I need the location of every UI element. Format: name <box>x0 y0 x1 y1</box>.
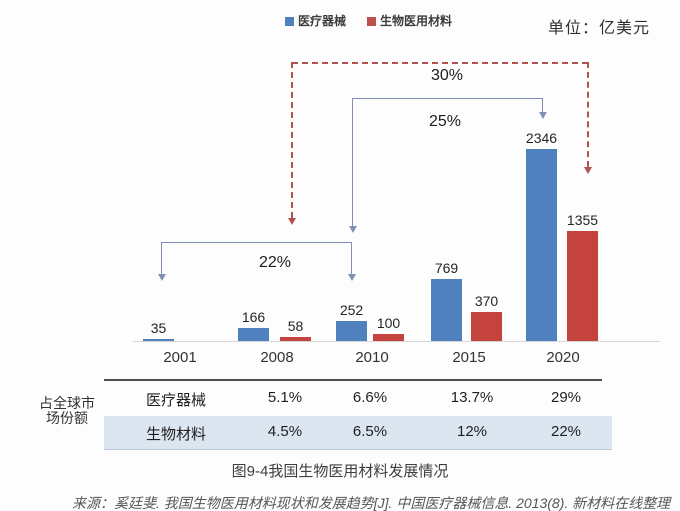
table-cell-r1-c2: 6.5% <box>352 423 388 440</box>
bracket-30pct-left-line <box>291 62 293 218</box>
legend-swatch-medical-devices <box>285 17 294 26</box>
arrow-down-icon <box>584 167 592 174</box>
bar-medical-devices-2020 <box>526 149 557 342</box>
bracket-25pct-left-line <box>352 98 353 226</box>
table-row-label-1: 生物材料 <box>145 426 207 443</box>
arrow-down-icon <box>349 226 357 233</box>
bar-value-medical-devices-2020: 2346 <box>525 130 558 146</box>
table-cell-r0-c2: 6.6% <box>352 389 388 406</box>
legend-swatch-biomaterials <box>367 17 376 26</box>
bracket-30pct-right-line <box>587 62 589 167</box>
bracket-22pct-right-line <box>351 242 352 274</box>
legend-label-biomaterials: 生物医用材料 <box>380 14 453 28</box>
growth-rate-25pct: 25% <box>428 113 462 130</box>
table-cell-r1-c3: 12% <box>456 423 488 440</box>
table-row-highlight <box>104 416 612 450</box>
legend-label-medical-devices: 医疗器械 <box>298 14 347 28</box>
arrow-down-icon <box>158 274 166 281</box>
table-cell-r0-c1: 5.1% <box>267 389 303 406</box>
table-row-label-0: 医疗器械 <box>145 392 207 409</box>
bar-value-medical-devices-2010: 252 <box>339 302 364 318</box>
x-axis-label-2015: 2015 <box>452 349 486 366</box>
bar-biomaterials-2010 <box>373 334 404 342</box>
bar-medical-devices-2015 <box>431 279 462 342</box>
bar-value-biomaterials-2010: 100 <box>376 315 401 331</box>
table-cell-r0-c3: 13.7% <box>450 389 494 406</box>
bar-medical-devices-2008 <box>238 328 269 342</box>
table-cell-r1-c4: 22% <box>550 423 582 440</box>
bar-value-medical-devices-2015: 769 <box>434 260 459 276</box>
bar-value-medical-devices-2001: 35 <box>150 320 167 336</box>
bar-medical-devices-2010 <box>336 321 367 342</box>
x-axis-label-2001: 2001 <box>163 349 197 366</box>
bar-value-biomaterials-2020: 1355 <box>566 212 599 228</box>
figure-caption: 图9-4我国生物医用材料发展情况 <box>231 463 449 480</box>
bracket-30pct-top-line <box>292 62 588 64</box>
growth-rate-30pct: 30% <box>430 67 464 84</box>
x-axis-label-2010: 2010 <box>355 349 389 366</box>
arrow-down-icon <box>539 112 547 119</box>
bar-value-biomaterials-2008: 58 <box>287 318 304 334</box>
bar-medical-devices-2001 <box>143 339 174 342</box>
growth-rate-22pct: 22% <box>258 254 292 271</box>
bar-value-medical-devices-2008: 166 <box>241 309 266 325</box>
arrow-down-icon <box>348 274 356 281</box>
source-citation: 来源：奚廷斐. 我国生物医用材料现状和发展趋势[J]. 中国医疗器械信息. 20… <box>72 495 671 511</box>
bar-biomaterials-2015 <box>471 312 502 342</box>
bracket-22pct-left-line <box>161 242 162 274</box>
bar-biomaterials-2020 <box>567 231 598 342</box>
x-axis-label-2020: 2020 <box>546 349 580 366</box>
bracket-25pct-top-line <box>353 98 543 99</box>
unit-label: 单位：亿美元 <box>548 20 651 37</box>
bar-biomaterials-2008 <box>280 337 311 342</box>
bracket-22pct-top-line <box>162 242 352 243</box>
table-cell-r0-c4: 29% <box>550 389 582 406</box>
x-axis-baseline <box>133 341 660 342</box>
table-top-border <box>104 379 602 381</box>
arrow-down-icon <box>288 218 296 225</box>
table-row-header-global-share: 占全球市 场份额 <box>39 395 95 426</box>
x-axis-label-2008: 2008 <box>260 349 294 366</box>
table-cell-r1-c1: 4.5% <box>267 423 303 440</box>
bracket-25pct-right-line <box>542 98 543 112</box>
bar-value-biomaterials-2015: 370 <box>474 293 499 309</box>
